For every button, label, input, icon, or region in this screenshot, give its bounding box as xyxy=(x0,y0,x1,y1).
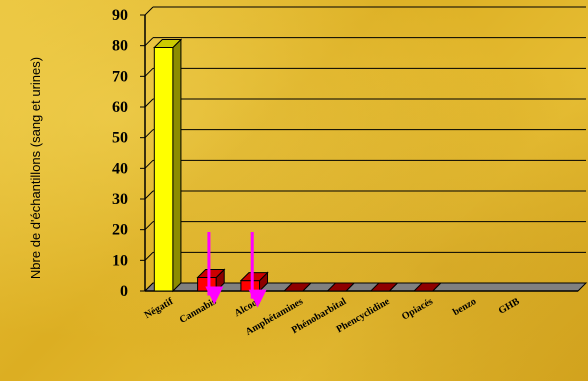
y-tick-label: 90 xyxy=(112,7,128,24)
y-tick-label: 0 xyxy=(120,283,128,300)
gridline-depth xyxy=(144,190,154,200)
y-tick-label: 30 xyxy=(112,191,128,208)
annotation-arrows xyxy=(205,232,267,308)
y-tick-labels: 0 10 20 30 40 50 60 70 80 90 xyxy=(112,7,145,300)
y-tick-label: 80 xyxy=(112,38,128,55)
y-tick-label: 40 xyxy=(112,160,128,177)
x-tick-label: Négatif xyxy=(143,296,176,321)
y-tick-label: 10 xyxy=(112,252,128,269)
bar xyxy=(153,38,183,293)
bar xyxy=(326,282,356,292)
bar xyxy=(283,282,313,292)
axes xyxy=(143,15,588,292)
gridline-depth xyxy=(144,159,154,169)
x-tick-label: GHB xyxy=(497,296,522,317)
gridline-depth xyxy=(144,251,154,261)
gridline-depth xyxy=(144,6,154,16)
x-tick-label: Cannabis xyxy=(178,296,219,326)
x-tick-label: benzo xyxy=(451,296,478,318)
x-tick-label: Opiacés xyxy=(400,296,435,323)
gridline-depth xyxy=(144,98,154,108)
y-axis-label: Nbre de d'échantillons (sang et urines) xyxy=(28,57,43,279)
bar xyxy=(239,271,269,293)
bars xyxy=(153,38,442,293)
bar xyxy=(369,282,399,292)
y-tick-label: 20 xyxy=(112,222,128,239)
y-tick-label: 50 xyxy=(112,130,128,147)
gridline-depth xyxy=(144,129,154,139)
gridline-depth xyxy=(144,67,154,77)
x-tick-label: Alcool xyxy=(233,296,262,319)
gridline-depth xyxy=(144,37,154,47)
x-tick-labels: Négatif Cannabis AlcoolAmphétaminesPhénoba… xyxy=(143,296,522,338)
gridlines xyxy=(144,6,586,292)
bar xyxy=(412,282,442,292)
y-tick-label: 60 xyxy=(112,99,128,116)
gridline-depth xyxy=(144,221,154,231)
y-tick-label: 70 xyxy=(112,68,128,85)
